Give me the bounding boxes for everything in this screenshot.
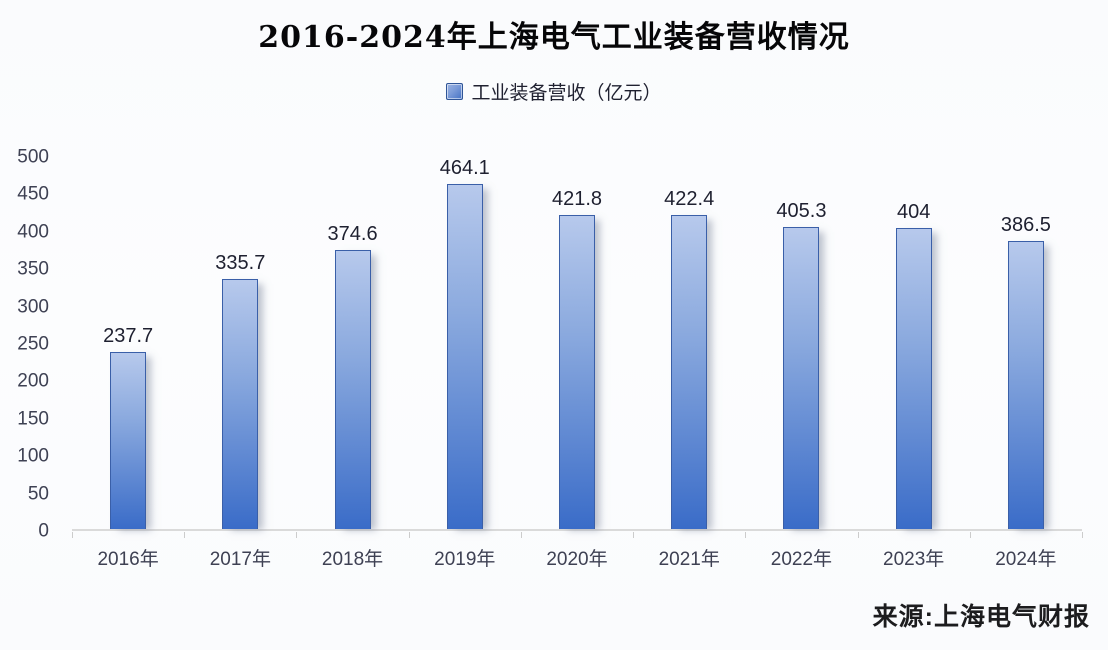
x-axis-tick bbox=[633, 532, 635, 538]
bar bbox=[895, 228, 932, 529]
y-axis-label: 50 bbox=[27, 483, 49, 505]
legend-swatch-icon bbox=[446, 83, 464, 100]
bar-column: 404 bbox=[858, 157, 970, 529]
y-axis-label: 0 bbox=[38, 520, 49, 542]
x-axis-label: 2022年 bbox=[770, 549, 833, 570]
bar-column: 421.8 bbox=[521, 157, 633, 529]
bar-value-label: 374.6 bbox=[327, 223, 378, 246]
x-axis-label: 2017年 bbox=[209, 549, 271, 570]
legend-label: 工业装备营收（亿元） bbox=[471, 83, 662, 104]
bar-value-label: 422.4 bbox=[664, 187, 715, 210]
bar bbox=[110, 352, 147, 529]
x-axis: 2016年 2017年 2018年 2019年 2020年 2021年 2022年 2023年… bbox=[72, 544, 1082, 571]
x-axis-tick bbox=[969, 532, 971, 538]
bar-value-label: 405.3 bbox=[776, 200, 827, 223]
y-axis-label: 500 bbox=[17, 146, 49, 168]
x-axis-tick bbox=[72, 532, 73, 538]
bar bbox=[671, 214, 708, 529]
bars: 237.7 335.7 374.6 464.1 421.8 422.4 405.3 404 38… bbox=[72, 157, 1082, 529]
bar-value-label: 335.7 bbox=[215, 252, 266, 275]
bar-value-label: 386.5 bbox=[1000, 214, 1051, 237]
bar-value-label: 404 bbox=[896, 201, 931, 224]
y-axis-label: 250 bbox=[17, 333, 49, 355]
bar-column: 422.4 bbox=[633, 157, 745, 529]
x-axis-tick bbox=[745, 532, 747, 538]
x-axis-tick bbox=[520, 532, 522, 538]
chart-title: 2016-2024年上海电气工业装备营收情况 bbox=[258, 20, 850, 55]
y-axis-label: 150 bbox=[17, 408, 49, 430]
bar-value-label: 237.7 bbox=[103, 325, 154, 348]
bar-column: 237.7 bbox=[72, 157, 184, 529]
x-axis-label: 2024年 bbox=[995, 549, 1057, 570]
x-axis-label: 2016年 bbox=[97, 549, 159, 570]
bar-column: 405.3 bbox=[745, 157, 857, 529]
bar-value-label: 464.1 bbox=[439, 156, 490, 179]
y-axis-label: 450 bbox=[17, 183, 49, 205]
y-axis: 0 50 100 150 200 250 300 350 400 450 500 bbox=[0, 148, 55, 541]
y-axis-label: 200 bbox=[17, 370, 49, 392]
y-axis-label: 100 bbox=[17, 445, 49, 467]
x-axis-label: 2019年 bbox=[434, 549, 496, 570]
bar bbox=[783, 227, 820, 529]
x-axis-tick bbox=[1082, 532, 1083, 538]
x-axis-tick bbox=[296, 532, 298, 538]
x-axis-label: 2023年 bbox=[883, 549, 945, 570]
bar-column: 464.1 bbox=[409, 157, 521, 529]
plot-area: 237.7 335.7 374.6 464.1 421.8 422.4 405.3 404 38… bbox=[72, 157, 1083, 538]
bar bbox=[446, 183, 483, 529]
x-axis-label: 2021年 bbox=[658, 549, 720, 570]
x-axis-label: 2018年 bbox=[321, 549, 384, 570]
y-axis-label: 400 bbox=[17, 221, 49, 243]
bar-column: 374.6 bbox=[296, 157, 408, 529]
bar-column: 386.5 bbox=[970, 157, 1082, 529]
source-note: 来源:上海电气财报 bbox=[872, 603, 1090, 631]
bar bbox=[1007, 241, 1044, 529]
bar bbox=[558, 215, 595, 529]
bar-column: 335.7 bbox=[184, 157, 296, 529]
x-axis-tick bbox=[184, 532, 186, 538]
bar bbox=[222, 279, 259, 529]
x-axis-label: 2020年 bbox=[546, 549, 608, 570]
bar-value-label: 421.8 bbox=[551, 188, 603, 211]
legend: 工业装备营收（亿元） bbox=[0, 78, 1108, 105]
bar bbox=[334, 250, 371, 529]
y-axis-label: 300 bbox=[17, 296, 49, 318]
x-axis-tick bbox=[857, 532, 859, 538]
y-axis-label: 350 bbox=[17, 258, 49, 280]
x-axis-tick bbox=[408, 532, 410, 538]
